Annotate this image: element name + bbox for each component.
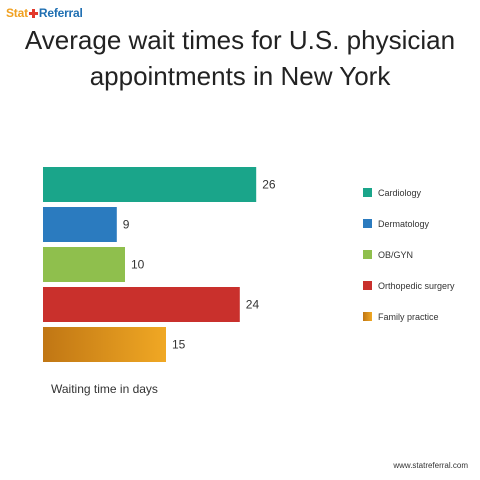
x-axis-label: Waiting time in days [51,382,158,396]
cross-icon [28,8,38,18]
legend-label-dermatology: Dermatology [378,219,430,229]
chart-title-line-1: Average wait times for U.S. physician [24,25,456,55]
bar-dermatology [43,207,117,242]
bar-ob-gyn [43,247,125,282]
legend-label-ob-gyn: OB/GYN [378,250,413,260]
logo-text-stat: Stat [6,6,28,20]
legend-label-orthopedic-surgery: Orthopedic surgery [378,281,455,291]
brand-logo: Stat Referral [6,6,83,20]
legend-label-cardiology: Cardiology [378,188,422,198]
data-label-dermatology: 9 [123,218,130,232]
logo-text-referral: Referral [38,6,83,20]
bar-orthopedic-surgery [43,287,240,322]
chart-title: Average wait times for U.S. physician ap… [0,22,480,94]
data-label-orthopedic-surgery: 24 [246,298,260,312]
bar-family-practice [43,327,166,362]
legend-swatch-orthopedic-surgery [363,281,372,290]
legend-label-family-practice: Family practice [378,312,439,322]
legend-swatch-cardiology [363,188,372,197]
data-label-ob-gyn: 10 [131,258,145,272]
data-label-cardiology: 26 [262,178,276,192]
source-url: www.statreferral.com [393,461,468,470]
data-label-family-practice: 15 [172,338,186,352]
chart-title-line-2: appointments in New York [89,61,391,91]
legend-swatch-family-practice [363,312,372,321]
bar-cardiology [43,167,257,202]
legend-swatch-ob-gyn [363,250,372,259]
legend-swatch-dermatology [363,219,372,228]
